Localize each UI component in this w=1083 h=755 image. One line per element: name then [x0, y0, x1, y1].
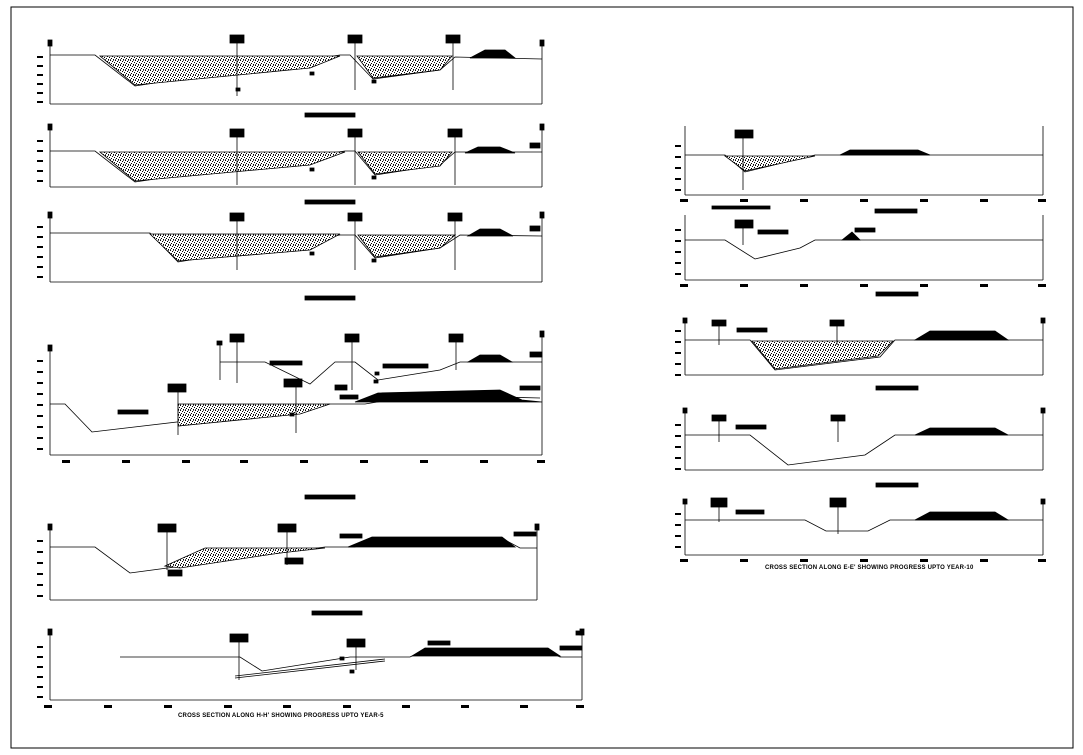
right-sheet-caption: CROSS SECTION ALONG E-E' SHOWING PROGRES… [765, 565, 974, 571]
sheet-border [10, 6, 1074, 749]
section-panel-6 [37, 628, 585, 708]
section-panel-r1 [675, 126, 1046, 214]
section-panel-r3 [675, 317, 1046, 391]
section-panel-r2 [675, 215, 1046, 297]
section-panel-3 [37, 211, 545, 301]
section-panel-1 [37, 34, 545, 118]
left-sheet-caption: CROSS SECTION ALONG H-H' SHOWING PROGRES… [178, 713, 384, 719]
section-panel-r4 [675, 407, 1046, 488]
section-panel-2 [37, 123, 545, 205]
section-panel-r5 [675, 497, 1046, 562]
section-panel-5 [37, 523, 540, 616]
section-panel-4 [37, 330, 545, 500]
